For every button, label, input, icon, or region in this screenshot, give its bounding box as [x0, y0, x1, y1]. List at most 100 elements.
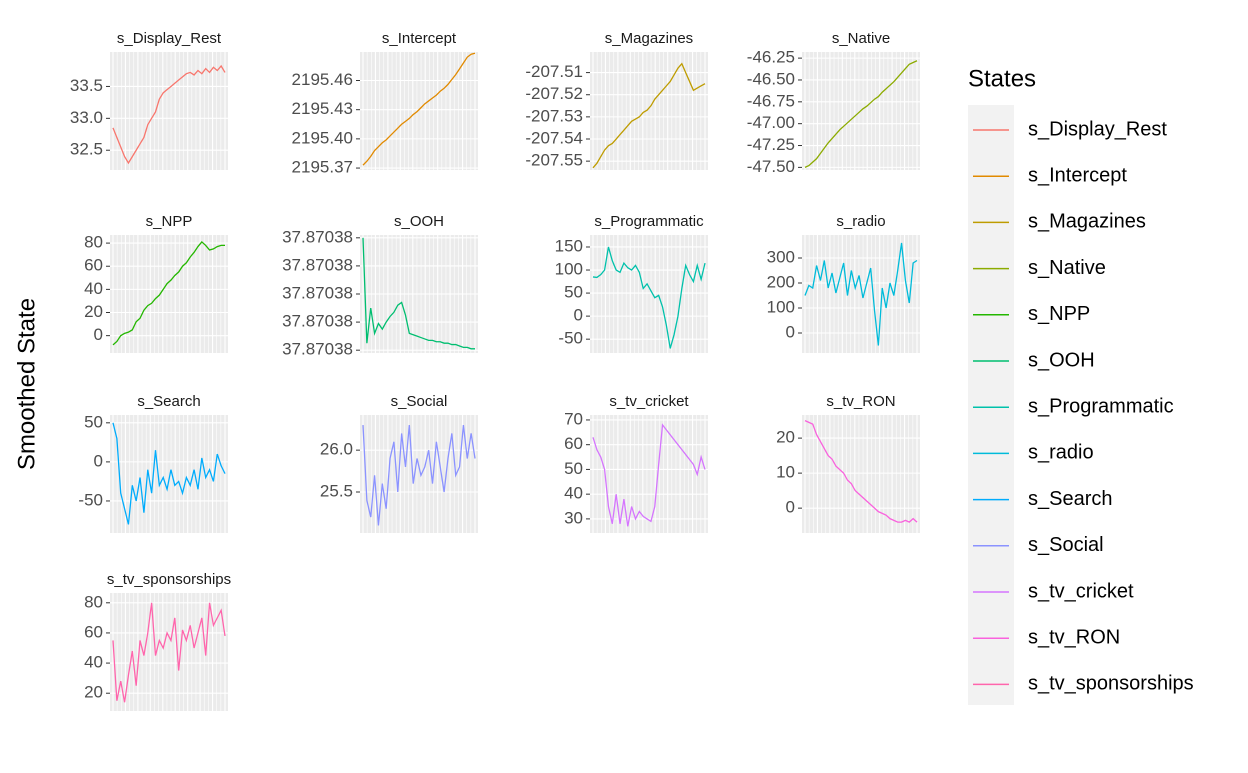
y-axis-label: Smoothed State [13, 298, 40, 470]
panel-title: s_radio [836, 213, 885, 230]
strip: s_Native [832, 30, 890, 47]
panel-title: s_Programmatic [594, 213, 704, 230]
y-tick-label: 150 [555, 236, 583, 255]
panel-title: s_Native [832, 30, 890, 47]
series-line [362, 424, 476, 526]
y-tick-label: 60 [84, 256, 103, 275]
y-tick-label: 300 [767, 247, 795, 266]
legend-label: s_radio [1028, 442, 1094, 464]
y-tick-label: -50 [558, 329, 583, 348]
y-tick-label: 37.87038 [282, 283, 353, 302]
y-tick-label: 10 [776, 463, 795, 482]
y-tick-label: 33.0 [70, 108, 103, 127]
y-tick-label: 30 [564, 508, 583, 527]
strip: s_Intercept [382, 30, 457, 47]
y-tick-label: 70 [564, 409, 583, 428]
y-tick-label: -47.25 [747, 135, 795, 154]
y-tick-label: 80 [84, 233, 103, 252]
y-tick-label: 60 [84, 622, 103, 641]
y-tick-label: 0 [786, 498, 795, 517]
series-line [804, 60, 918, 168]
series-line [592, 423, 706, 527]
y-tick-label: -207.55 [525, 151, 583, 170]
y-tick-label: 33.5 [70, 76, 103, 95]
y-tick-label: -207.52 [525, 84, 583, 103]
y-tick-label: -47.00 [747, 113, 795, 132]
y-tick-label: 37.87038 [282, 255, 353, 274]
y-tick-label: 20 [84, 683, 103, 702]
series-line [362, 237, 475, 350]
strip: s_OOH [394, 213, 444, 230]
series-line [112, 64, 226, 165]
panel-title: s_NPP [146, 213, 193, 230]
panel-title: s_Social [391, 393, 448, 410]
y-tick-label: 50 [564, 283, 583, 302]
y-tick-label: -46.25 [747, 48, 795, 67]
legend-key-background [968, 105, 1014, 705]
y-tick-label: 100 [555, 260, 583, 279]
y-tick-label: -207.51 [525, 62, 583, 81]
y-tick-label: 100 [767, 297, 795, 316]
panel-title: s_Intercept [382, 30, 457, 47]
strip: s_Magazines [605, 30, 693, 47]
series-line [112, 422, 226, 525]
series-line [362, 52, 476, 166]
legend-title: States [968, 65, 1036, 92]
y-tick-label: 0 [574, 306, 583, 325]
legend-label: s_tv_RON [1028, 626, 1120, 648]
y-tick-label: 37.87038 [282, 312, 353, 331]
panel-background [590, 52, 708, 170]
series-line [592, 246, 706, 349]
legend-label: s_Intercept [1028, 164, 1127, 186]
strip: s_tv_cricket [609, 393, 689, 410]
legend-label: s_Display_Rest [1028, 118, 1167, 140]
strip: s_tv_RON [826, 393, 895, 410]
panel-title: s_tv_cricket [609, 393, 689, 410]
y-tick-label: 2195.37 [292, 158, 353, 177]
panel-background [590, 415, 708, 533]
y-tick-label: -207.54 [525, 128, 583, 147]
legend-label: s_tv_sponsorships [1028, 673, 1194, 695]
series-line [112, 602, 226, 703]
y-tick-label: -50 [78, 490, 103, 509]
y-tick-label: 37.87038 [282, 227, 353, 246]
y-tick-label: 0 [94, 325, 103, 344]
y-tick-label: 2195.46 [292, 70, 353, 89]
y-tick-label: -47.50 [747, 157, 795, 176]
strip: s_NPP [146, 213, 193, 230]
y-tick-label: 200 [767, 272, 795, 291]
series-line [804, 242, 918, 346]
strip: s_Search [137, 393, 200, 410]
strip: s_Display_Rest [117, 30, 222, 47]
y-tick-label: 50 [564, 459, 583, 478]
panel-title: s_Search [137, 393, 200, 410]
y-tick-label: 25.5 [320, 481, 353, 500]
y-tick-label: 60 [564, 434, 583, 453]
y-tick-label: 0 [786, 322, 795, 341]
panel-background [360, 52, 478, 170]
legend-label: s_Social [1028, 534, 1104, 556]
panel-title: s_Display_Rest [117, 30, 222, 47]
y-tick-label: 32.5 [70, 140, 103, 159]
strip: s_tv_sponsorships [107, 571, 231, 588]
legend-label: s_NPP [1028, 303, 1090, 325]
y-tick-label: 2195.43 [292, 99, 353, 118]
legend-label: s_Magazines [1028, 211, 1146, 233]
legend-label: s_Programmatic [1028, 395, 1174, 417]
y-tick-label: 2195.40 [292, 128, 353, 147]
legend-label: s_Search [1028, 488, 1113, 510]
panel-title: s_Magazines [605, 30, 693, 47]
y-tick-label: 40 [84, 279, 103, 298]
legend-label: s_Native [1028, 257, 1106, 279]
y-tick-label: 0 [94, 451, 103, 470]
y-tick-label: -46.75 [747, 91, 795, 110]
y-tick-label: 80 [84, 592, 103, 611]
panel-title: s_tv_RON [826, 393, 895, 410]
legend-label: s_tv_cricket [1028, 580, 1134, 602]
y-tick-label: -207.53 [525, 106, 583, 125]
y-tick-label: 50 [84, 412, 103, 431]
y-tick-label: 20 [776, 428, 795, 447]
legend-label: s_OOH [1028, 349, 1095, 371]
